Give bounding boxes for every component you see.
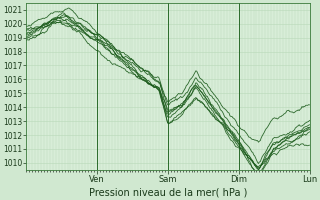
- X-axis label: Pression niveau de la mer( hPa ): Pression niveau de la mer( hPa ): [89, 187, 247, 197]
